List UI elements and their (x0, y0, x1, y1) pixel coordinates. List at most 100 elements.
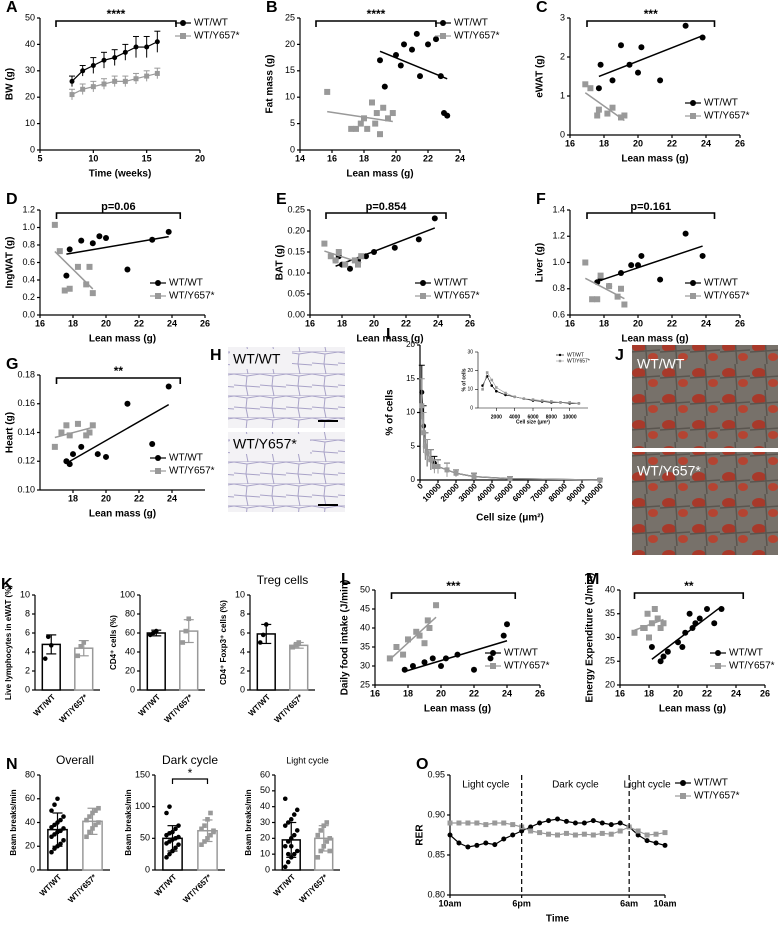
legend-label: WT/Y657* (504, 661, 550, 672)
point (149, 441, 156, 447)
y-tick-label: 10 (406, 408, 415, 417)
point (646, 634, 652, 641)
trend-line (327, 110, 393, 123)
y-tick-label: 20 (605, 679, 615, 689)
point (550, 400, 553, 403)
y-axis-label: eWAT (g) (535, 55, 546, 98)
point (699, 34, 706, 41)
legend-label: WT/WT (567, 352, 584, 358)
y-axis-label: Fat mass (g) (265, 55, 276, 114)
point (315, 832, 321, 838)
legend-label: WT/Y657* (694, 791, 740, 802)
point (205, 817, 210, 822)
point (648, 644, 655, 650)
point (413, 30, 420, 37)
x-axis-label: Cell size (μm²) (476, 513, 544, 524)
point (444, 112, 451, 119)
point (42, 656, 48, 661)
y-tick-label: 0.90 (427, 809, 445, 819)
legend-label: WT/WT (704, 98, 738, 109)
point (332, 257, 339, 264)
x-tick-label: 26 (760, 688, 770, 698)
x-tick-label: 18 (359, 153, 369, 163)
point (609, 104, 616, 111)
x-tick-label: 4000 (509, 414, 520, 420)
y-tick-label: 8 (240, 608, 245, 618)
trend-line (584, 277, 625, 300)
point (61, 287, 68, 294)
x-axis-label: Lean mass (g) (356, 334, 423, 345)
point (555, 832, 560, 838)
point (89, 240, 96, 247)
y-tick-label: 4 (25, 646, 30, 656)
x-tick-label: 16 (565, 138, 575, 148)
y-tick-label: 0.4 (22, 274, 35, 284)
x-axis-label: Time (546, 914, 570, 925)
y-axis-label: BAT (g) (275, 245, 286, 280)
point (400, 651, 407, 658)
x-tick-label: 10am (438, 898, 461, 908)
point (590, 832, 596, 838)
point (528, 828, 534, 834)
point (426, 625, 433, 631)
point (474, 820, 480, 826)
image-caption: WT/WT (233, 351, 281, 367)
legend-label: WT/Y657* (704, 111, 750, 122)
panel-letter: G (6, 356, 18, 373)
y-tick-label: 5 (411, 441, 416, 450)
point (501, 820, 507, 826)
x-tick-label: 24 (433, 318, 443, 328)
point (504, 621, 510, 628)
panel-letter: B (266, 0, 278, 16)
x-tick-label: 20 (391, 153, 401, 163)
point (559, 401, 562, 404)
y-tick-label: 100 (120, 589, 135, 599)
point (353, 125, 359, 132)
y-axis-label: Beam breaks/min (9, 789, 18, 855)
x-tick-label: 18 (68, 493, 78, 503)
panel-letter: L (341, 571, 351, 588)
point (594, 296, 601, 303)
point (186, 616, 192, 622)
x-tick-label: 22 (401, 318, 411, 328)
point (679, 644, 686, 650)
point (291, 851, 297, 857)
y-tick-label: 0 (265, 864, 270, 874)
point (165, 383, 172, 390)
legend-marker (180, 33, 186, 39)
y-tick-label: 60 (260, 769, 270, 779)
point (644, 610, 651, 617)
y-tick-label: 4 (240, 646, 245, 656)
bracket (315, 20, 437, 27)
point (653, 831, 659, 837)
point (492, 842, 498, 848)
trend-line (324, 250, 362, 264)
legend-marker (715, 650, 721, 656)
point (133, 76, 139, 82)
trend-line (634, 618, 664, 631)
y-tick-label: 40 (25, 817, 35, 827)
legend-label: WT/Y657* (704, 291, 750, 302)
x-tick-label: 18 (68, 318, 78, 328)
point (531, 398, 535, 401)
point (606, 283, 613, 290)
point (90, 826, 95, 831)
x-tick-label: 26 (735, 318, 745, 328)
x-tick-label: 18 (599, 318, 609, 328)
point (589, 296, 596, 303)
point (51, 443, 58, 450)
legend-marker (440, 33, 446, 39)
point (465, 844, 471, 850)
y-tick-label: 20 (25, 92, 35, 102)
annotation: ** (684, 579, 694, 593)
point (358, 253, 365, 260)
point (357, 120, 364, 127)
y-tick-label: 2 (25, 665, 30, 675)
x-tick-label: 26 (735, 138, 745, 148)
point (428, 457, 434, 463)
legend-marker (690, 280, 696, 286)
y-tick-label: 30 (360, 660, 370, 670)
panel-letter: E (276, 191, 287, 208)
y-tick-label: 40 (605, 584, 615, 594)
